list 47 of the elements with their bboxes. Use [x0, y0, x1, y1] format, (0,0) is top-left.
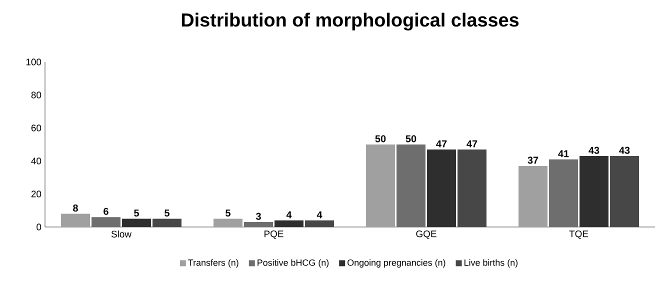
bar [274, 220, 304, 227]
data-label: 37 [528, 156, 538, 164]
x-tick-label: PQE [264, 230, 284, 239]
bar [122, 218, 151, 227]
data-label: 5 [134, 210, 139, 217]
data-label: 47 [466, 140, 478, 148]
data-label: 50 [375, 135, 386, 142]
data-label: 3 [256, 212, 261, 220]
data-label: 5 [226, 210, 230, 217]
y-tick-label: 100 [26, 58, 42, 66]
bar [518, 166, 548, 227]
bar [244, 222, 273, 227]
bar [610, 156, 639, 227]
x-tick-label: GQE [416, 230, 436, 239]
x-tick-label: Slow [111, 230, 132, 238]
data-label: 41 [558, 150, 569, 158]
x-tick-label: TQE [569, 230, 588, 239]
data-label: 47 [436, 140, 447, 148]
data-label: 50 [406, 135, 416, 142]
data-label: 5 [164, 210, 170, 217]
bar [580, 156, 608, 227]
bar [152, 218, 182, 227]
y-tick-label: 60 [31, 124, 42, 132]
y-tick-label: 0 [36, 224, 42, 230]
chart-title: Distribution of morphological classes [182, 12, 519, 31]
bar [61, 214, 90, 227]
legend-label: Ongoing pregnancies (n) [348, 259, 446, 268]
data-label: 43 [619, 146, 630, 154]
data-label: 43 [588, 146, 600, 154]
legend-label: Transfers (n) [188, 259, 238, 268]
bar [214, 218, 242, 227]
y-tick-label: 40 [31, 158, 42, 164]
bar [427, 149, 456, 227]
legend-label: Live births (n) [464, 259, 518, 268]
data-label: 4 [286, 211, 292, 218]
bar [458, 149, 486, 227]
data-label: 6 [104, 208, 108, 215]
bar [549, 159, 578, 227]
y-tick-label: 80 [31, 92, 42, 98]
y-tick-label: 20 [31, 190, 42, 198]
bar [305, 220, 334, 227]
legend-label: Positive bHCG (n) [258, 259, 329, 268]
bar [92, 217, 120, 227]
bar [396, 144, 426, 227]
data-label: 8 [73, 204, 78, 212]
data-label: 4 [316, 211, 322, 218]
bar [366, 144, 395, 227]
